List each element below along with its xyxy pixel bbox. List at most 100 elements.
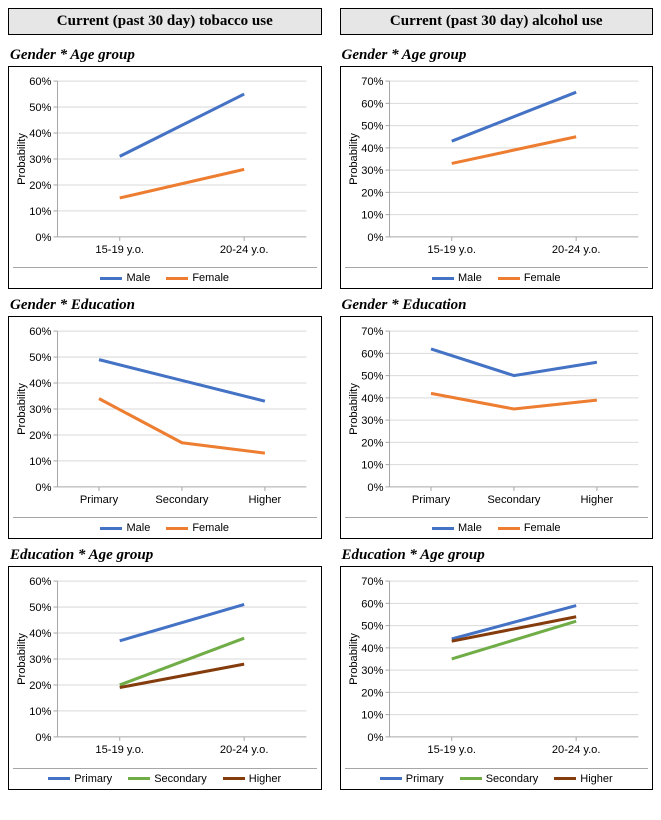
svg-text:20%: 20%	[29, 680, 51, 692]
chart-panel: 0% 10% 20% 30% 40% 50% 60% 70% 15-19 y.o. 20-24 y…	[340, 66, 654, 289]
legend-swatch	[100, 277, 122, 280]
legend-label: Primary	[74, 773, 112, 785]
y-axis-label: Probability	[348, 633, 360, 685]
svg-text:40%: 40%	[361, 643, 383, 655]
svg-text:70%: 70%	[361, 76, 383, 88]
svg-text:Secondary: Secondary	[487, 494, 541, 506]
chart-svg: 0%10%20%30%40%50%60%PrimarySecondaryHigh…	[13, 323, 317, 515]
chart-svg: 0%10%20%30%40%50%60%15-19 y.o.20-24 y.o.…	[13, 73, 317, 265]
svg-text:10%: 10%	[29, 456, 51, 468]
svg-text:40%: 40%	[361, 143, 383, 155]
legend: Male Female	[13, 517, 317, 536]
svg-text:20%: 20%	[361, 438, 383, 450]
svg-text:Higher: Higher	[249, 494, 282, 506]
svg-text:50%: 50%	[361, 121, 383, 133]
cell-alcohol-edu_age: Education * Age group0%10%20%30%40%50%60…	[340, 543, 654, 789]
chart-panel: 0%10%20%30%40%50%60%15-19 y.o.20-24 y.o.…	[8, 66, 322, 289]
svg-text:70%: 70%	[361, 326, 383, 338]
legend-label: Male	[126, 272, 150, 284]
svg-text:40%: 40%	[29, 628, 51, 640]
svg-text:20%: 20%	[361, 688, 383, 700]
series-line-primary	[120, 605, 244, 641]
svg-text:60%: 60%	[361, 98, 383, 110]
y-axis-label: Probability	[16, 633, 28, 685]
legend-label: Male	[458, 272, 482, 284]
svg-text:0%: 0%	[35, 732, 51, 744]
svg-text:Primary: Primary	[80, 494, 119, 506]
svg-text:60%: 60%	[361, 349, 383, 361]
legend-swatch	[166, 277, 188, 280]
legend-item-female: Female	[498, 272, 561, 284]
svg-text:30%: 30%	[29, 654, 51, 666]
chart-panel: 0%10%20%30%40%50%60%70%15-19 y.o.20-24 y…	[340, 566, 654, 789]
legend-label: Higher	[580, 773, 612, 785]
svg-text:15-19 y.o.: 15-19 y.o.	[95, 744, 144, 756]
svg-text:30%: 30%	[361, 165, 383, 177]
legend: Male Female	[345, 517, 649, 536]
legend-swatch	[223, 777, 245, 780]
legend-item-male: Male	[100, 272, 150, 284]
svg-text:10%: 10%	[361, 710, 383, 722]
svg-text:20%: 20%	[361, 187, 383, 199]
series-line-female	[430, 394, 596, 410]
legend-swatch	[460, 777, 482, 780]
svg-text:Secondary: Secondary	[155, 494, 209, 506]
svg-text:0%: 0%	[367, 482, 383, 494]
legend-item-male: Male	[100, 522, 150, 534]
legend-label: Female	[524, 522, 561, 534]
svg-text:10%: 10%	[361, 210, 383, 222]
svg-text:20%: 20%	[29, 180, 51, 192]
legend-item-male: Male	[432, 522, 482, 534]
panel-title: Gender * Education	[10, 297, 322, 314]
legend-label: Higher	[249, 773, 281, 785]
legend: PrimarySecondaryHigher	[13, 768, 317, 787]
svg-text:70%: 70%	[361, 577, 383, 589]
chart-panel: 0%10%20%30%40%50%60%15-19 y.o.20-24 y.o.…	[8, 566, 322, 789]
chart-svg: 0%10%20%30%40%50%60%70%15-19 y.o.20-24 y…	[345, 573, 649, 765]
svg-text:20-24 y.o.: 20-24 y.o.	[551, 244, 600, 256]
svg-text:50%: 50%	[29, 352, 51, 364]
svg-text:15-19 y.o.: 15-19 y.o.	[427, 744, 476, 756]
series-line-male	[99, 360, 265, 402]
svg-text:50%: 50%	[29, 102, 51, 114]
legend-label: Primary	[406, 773, 444, 785]
svg-text:40%: 40%	[29, 378, 51, 390]
legend-label: Male	[126, 522, 150, 534]
legend-swatch	[166, 527, 188, 530]
legend: PrimarySecondaryHigher	[345, 768, 649, 787]
series-line-male	[120, 94, 244, 156]
legend-swatch	[498, 277, 520, 280]
legend-swatch	[48, 777, 70, 780]
series-line-female	[99, 399, 265, 454]
series-line-male	[451, 92, 575, 141]
svg-text:20-24 y.o.: 20-24 y.o.	[551, 744, 600, 756]
panel-title: Gender * Age group	[10, 47, 322, 64]
cell-tobacco-edu_age: Education * Age group0%10%20%30%40%50%60…	[8, 543, 322, 789]
series-line-higher	[451, 617, 575, 641]
legend-label: Male	[458, 522, 482, 534]
legend-item-higher: Higher	[223, 773, 281, 785]
svg-text:0%: 0%	[367, 732, 383, 744]
svg-text:10%: 10%	[29, 206, 51, 218]
cell-alcohol-gender_edu: Gender * Education0%10%20%30%40%50%60%70…	[340, 293, 654, 539]
svg-text:Primary: Primary	[411, 494, 450, 506]
svg-text:50%: 50%	[361, 621, 383, 633]
panel-title: Gender * Education	[342, 297, 654, 314]
y-axis-label: Probability	[348, 133, 360, 185]
cell-tobacco-gender_edu: Gender * Education0%10%20%30%40%50%60%Pr…	[8, 293, 322, 539]
svg-text:20%: 20%	[29, 430, 51, 442]
svg-text:40%: 40%	[29, 128, 51, 140]
svg-text:15-19 y.o.: 15-19 y.o.	[427, 244, 476, 256]
series-line-higher	[120, 665, 244, 688]
panel-title: Education * Age group	[342, 547, 654, 564]
legend-label: Female	[524, 272, 561, 284]
series-line-secondary	[120, 639, 244, 686]
svg-text:60%: 60%	[361, 599, 383, 611]
svg-text:Higher: Higher	[580, 494, 613, 506]
svg-text:40%: 40%	[361, 393, 383, 405]
chart-panel: 0%10%20%30%40%50%60%PrimarySecondaryHigh…	[8, 316, 322, 539]
cell-tobacco-gender_age: Gender * Age group0%10%20%30%40%50%60%15…	[8, 43, 322, 289]
legend-label: Female	[192, 522, 229, 534]
svg-text:0%: 0%	[367, 232, 383, 244]
legend-swatch	[432, 277, 454, 280]
